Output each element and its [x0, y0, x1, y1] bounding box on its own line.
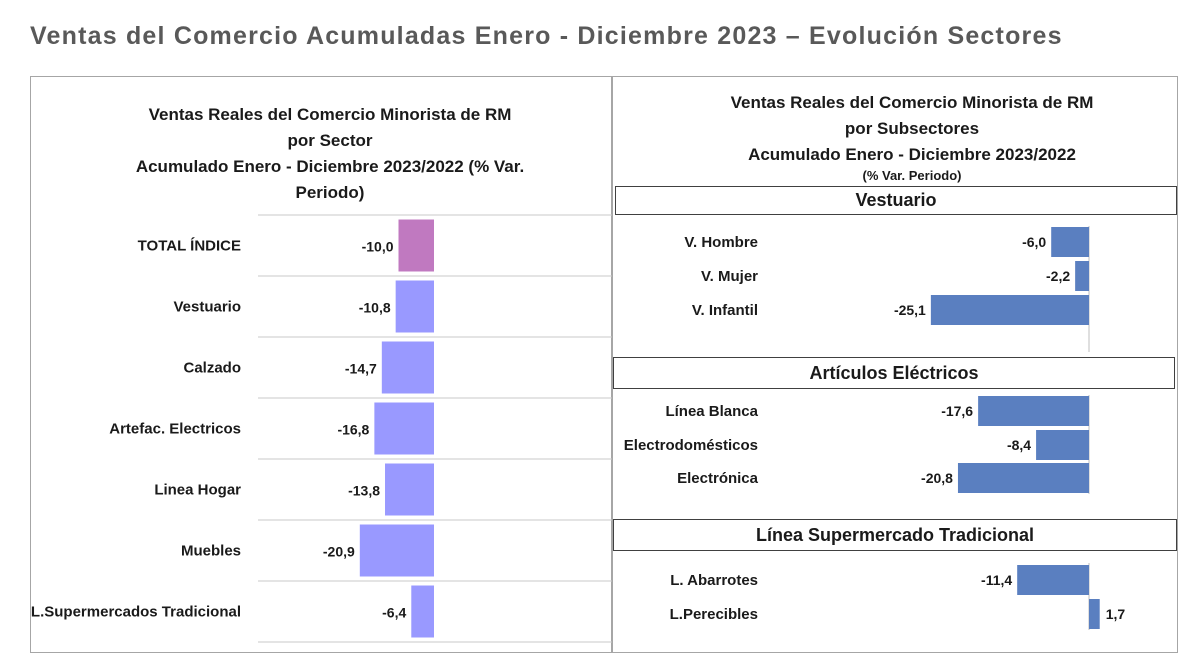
bar: [1089, 599, 1100, 629]
section-header-vestuario: Vestuario: [615, 186, 1177, 215]
bar: [957, 463, 1089, 493]
bar: [385, 463, 434, 516]
bar: [398, 219, 434, 272]
bar: [381, 341, 434, 394]
category-label: V. Hombre: [684, 234, 758, 251]
category-label: V. Mujer: [701, 268, 758, 285]
value-label: -2,2: [1046, 268, 1070, 284]
bar: [411, 585, 434, 638]
value-label: -13,8: [348, 483, 380, 499]
bar: [374, 402, 434, 455]
category-label: Calzado: [183, 360, 241, 377]
bar: [1036, 430, 1089, 460]
section-header-articulos-electricos: Artículos Eléctricos: [613, 357, 1175, 389]
value-label: -25,1: [894, 302, 926, 318]
sector-chart-title-line: Periodo): [295, 183, 365, 202]
value-label: 1,7: [1106, 606, 1126, 622]
value-label: -8,4: [1007, 437, 1031, 453]
value-label: -6,4: [382, 605, 406, 621]
category-label: L.Supermercados Tradicional: [31, 604, 241, 621]
subsector-chart-title-line: Ventas Reales del Comercio Minorista de …: [730, 93, 1094, 112]
subsector-chart-subtitle: (% Var. Periodo): [862, 168, 962, 183]
sector-chart-title-line: Ventas Reales del Comercio Minorista de …: [148, 105, 512, 124]
category-label: Electrónica: [677, 470, 759, 487]
category-label: L. Abarrotes: [670, 572, 758, 589]
category-label: L.Perecibles: [670, 606, 758, 623]
charts-frame: [30, 76, 1178, 653]
value-label: -6,0: [1022, 234, 1046, 250]
sector-chart-title: Ventas Reales del Comercio Minorista de …: [120, 102, 540, 206]
bar: [1075, 261, 1089, 291]
subsector-chart-title-line: por Subsectores: [844, 119, 980, 138]
subsector-chart-title: Ventas Reales del Comercio Minorista de …: [662, 90, 1162, 184]
category-label: V. Infantil: [692, 302, 758, 319]
value-label: -10,8: [359, 300, 391, 316]
value-label: -11,4: [981, 572, 1012, 588]
category-label: Línea Blanca: [665, 403, 758, 420]
charts-divider: [611, 76, 613, 653]
value-label: -10,0: [362, 239, 394, 255]
category-label: Electrodomésticos: [624, 437, 758, 454]
category-label: Artefac. Electricos: [109, 421, 241, 438]
section-header-supermercado-tradicional: Línea Supermercado Tradicional: [613, 519, 1177, 551]
sector-chart-title-line: Acumulado Enero - Diciembre 2023/2022 (%…: [135, 157, 525, 176]
bar: [1017, 565, 1089, 595]
subsector-chart-title-line: Acumulado Enero - Diciembre 2023/2022: [748, 145, 1076, 164]
page-title: Ventas del Comercio Acumuladas Enero - D…: [30, 22, 1063, 50]
bar: [395, 280, 434, 333]
value-label: -16,8: [337, 422, 369, 438]
bar: [930, 295, 1089, 325]
bar: [1051, 227, 1089, 257]
category-label: TOTAL ÍNDICE: [138, 238, 241, 255]
bar: [978, 396, 1089, 426]
bar: [359, 524, 434, 577]
category-label: Muebles: [181, 543, 241, 560]
value-label: -20,9: [323, 544, 355, 560]
value-label: -14,7: [345, 361, 377, 377]
category-label: Linea Hogar: [154, 482, 241, 499]
value-label: -17,6: [941, 403, 973, 419]
category-label: Vestuario: [173, 299, 241, 316]
value-label: -20,8: [921, 470, 953, 486]
sector-chart-title-line: por Sector: [287, 131, 373, 150]
